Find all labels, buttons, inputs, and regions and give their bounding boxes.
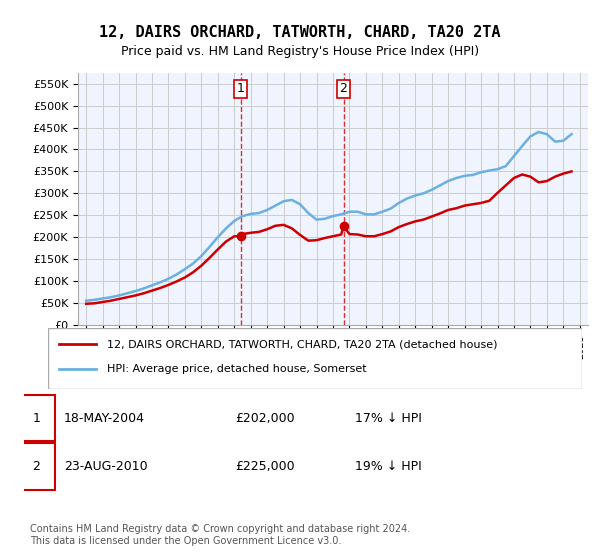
Text: Price paid vs. HM Land Registry's House Price Index (HPI): Price paid vs. HM Land Registry's House … (121, 45, 479, 58)
Text: 2: 2 (340, 82, 347, 95)
Text: 17% ↓ HPI: 17% ↓ HPI (355, 412, 421, 424)
Text: 1: 1 (32, 412, 40, 424)
Text: 19% ↓ HPI: 19% ↓ HPI (355, 460, 421, 473)
Text: 12, DAIRS ORCHARD, TATWORTH, CHARD, TA20 2TA (detached house): 12, DAIRS ORCHARD, TATWORTH, CHARD, TA20… (107, 339, 497, 349)
Text: 18-MAY-2004: 18-MAY-2004 (64, 412, 145, 424)
FancyBboxPatch shape (19, 395, 55, 441)
Text: HPI: Average price, detached house, Somerset: HPI: Average price, detached house, Some… (107, 365, 367, 375)
FancyBboxPatch shape (19, 444, 55, 490)
Text: £225,000: £225,000 (235, 460, 295, 473)
FancyBboxPatch shape (48, 328, 582, 389)
Text: 12, DAIRS ORCHARD, TATWORTH, CHARD, TA20 2TA: 12, DAIRS ORCHARD, TATWORTH, CHARD, TA20… (99, 25, 501, 40)
Text: 23-AUG-2010: 23-AUG-2010 (64, 460, 148, 473)
Text: £202,000: £202,000 (235, 412, 295, 424)
Text: 2: 2 (32, 460, 40, 473)
Text: 1: 1 (236, 82, 244, 95)
Text: Contains HM Land Registry data © Crown copyright and database right 2024.
This d: Contains HM Land Registry data © Crown c… (30, 524, 410, 546)
